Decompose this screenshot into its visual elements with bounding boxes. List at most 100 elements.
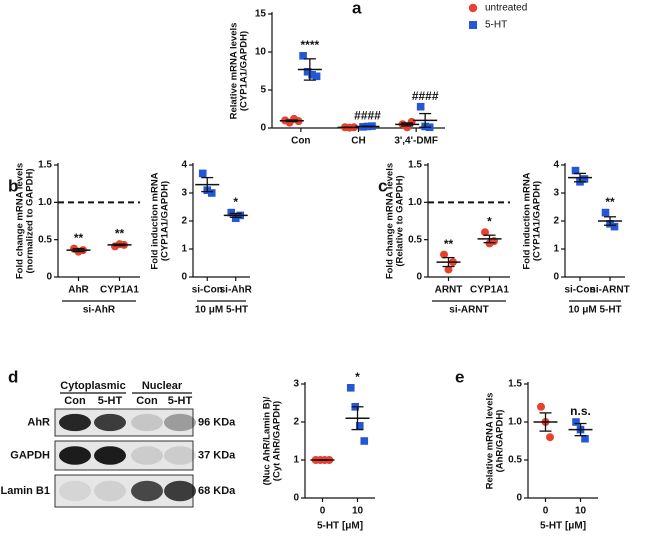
y-axis-label: Relative mRNA levels [485, 393, 496, 490]
error-bar [483, 234, 496, 244]
blot-band [94, 480, 126, 502]
y-tick-label: 1 [181, 244, 187, 255]
x-tick-label: 0 [543, 506, 549, 517]
data-point [481, 228, 489, 237]
panel-letter: a [352, 0, 362, 17]
y-axis-label: (Relative to GAPDH) [395, 175, 406, 266]
data-point [231, 214, 240, 222]
panel-letter: b [8, 176, 18, 195]
y-tick-label: 0.5 [38, 234, 52, 245]
group-label: si-ARNT [449, 305, 488, 316]
x-tick-label: ARNT [435, 285, 463, 296]
y-tick-label: 1 [293, 455, 299, 466]
y-tick-label: 0 [416, 272, 422, 283]
y-tick-label: 0 [516, 493, 522, 504]
x-tick-label: CYP1A1 [100, 285, 139, 296]
y-axis-label: Fold change mRNA levels [15, 163, 26, 279]
panel-letter: c [378, 176, 387, 195]
y-tick-label: 3 [553, 188, 559, 199]
legend-marker [469, 21, 477, 29]
error-bar [113, 243, 126, 247]
y-tick-label: 3 [293, 379, 299, 390]
data-point [299, 52, 307, 60]
y-tick-label: 15 [255, 9, 267, 20]
blot-band [131, 446, 163, 465]
y-tick-label: 0 [260, 123, 266, 134]
y-tick-label: 3 [181, 188, 187, 199]
group-label: si-AhR [83, 305, 116, 316]
y-tick-label: 1.5 [408, 160, 422, 171]
y-tick-label: 0.5 [408, 234, 422, 245]
error-bar [574, 422, 587, 437]
y-axis-label: (CYP1A1/GAPDH) [532, 181, 543, 261]
error-bar [401, 122, 414, 127]
data-point [601, 208, 610, 217]
blot-size: 68 KDa [198, 485, 236, 497]
significance-label: * [355, 370, 360, 384]
error-bar [442, 256, 455, 268]
data-point [346, 384, 355, 392]
x-tick-label: si-Con [564, 285, 595, 296]
data-point [571, 166, 580, 175]
blot-band [94, 413, 126, 432]
error-bar [351, 406, 364, 431]
significance-label: #### [412, 89, 439, 103]
blot-band [164, 446, 196, 465]
data-point [580, 175, 589, 183]
y-axis-label: (CYP1A1/GAPDH) [239, 31, 250, 111]
group-label: 10 μM 5-HT [195, 305, 248, 316]
x-tick-label: CYP1A1 [470, 285, 509, 296]
significance-label: #### [354, 108, 381, 122]
y-axis-label: (Cyt AhR/GAPDH) [272, 401, 283, 481]
y-tick-label: 2 [181, 216, 187, 227]
data-point [537, 402, 545, 411]
y-tick-label: 1.0 [408, 197, 422, 208]
x-tick-label: CH [351, 136, 365, 147]
blot-lane: Con [136, 395, 158, 407]
y-tick-label: 1.0 [508, 417, 522, 428]
blot-band [59, 480, 91, 502]
x-tick-label: 0 [320, 506, 326, 517]
data-point [303, 67, 312, 76]
legend-marker [468, 3, 478, 13]
data-point [312, 72, 321, 81]
y-axis-label: (AhR/GAPDH) [495, 410, 506, 473]
y-tick-label: 4 [181, 160, 187, 171]
significance-label: * [487, 214, 492, 228]
y-axis-label: (Nuc AhR/Lamin B)/ [262, 396, 273, 485]
data-point [444, 265, 453, 274]
blot-band [94, 446, 126, 465]
significance-label: ** [115, 226, 125, 240]
significance-label: ** [605, 195, 615, 209]
blot-group: Nuclear [142, 380, 183, 392]
x-tick-label: 10 [575, 506, 587, 517]
data-point [440, 250, 448, 259]
x-axis-label: 5-HT [μM] [540, 521, 586, 532]
data-point [403, 123, 412, 132]
data-point [610, 222, 619, 231]
error-bar [419, 112, 432, 128]
x-tick-label: AhR [68, 285, 89, 296]
panel-letter: e [455, 367, 464, 386]
data-point [581, 434, 589, 443]
error-bar [303, 58, 316, 81]
x-tick-label: 3',4'-DMF [394, 136, 438, 147]
blot-lane: Con [64, 395, 86, 407]
legend-label: 5-HT [485, 20, 507, 31]
data-point [198, 169, 207, 178]
error-bar [201, 176, 214, 193]
y-axis-label: (normalized to GAPDH) [25, 168, 36, 273]
data-point [207, 189, 216, 197]
y-axis-label: Fold change mRNA levels [385, 163, 396, 279]
data-point [360, 437, 369, 445]
significance-label: ** [444, 237, 454, 251]
blot-band [164, 480, 196, 502]
legend-label: untreated [485, 3, 527, 14]
blot-protein: GAPDH [10, 449, 50, 461]
y-tick-label: 0.5 [508, 455, 522, 466]
error-bar [574, 172, 586, 183]
group-label: 10 μM 5-HT [568, 305, 621, 316]
y-tick-label: 2 [293, 417, 299, 428]
blot-band [59, 413, 91, 432]
significance-label: ** [74, 231, 84, 245]
